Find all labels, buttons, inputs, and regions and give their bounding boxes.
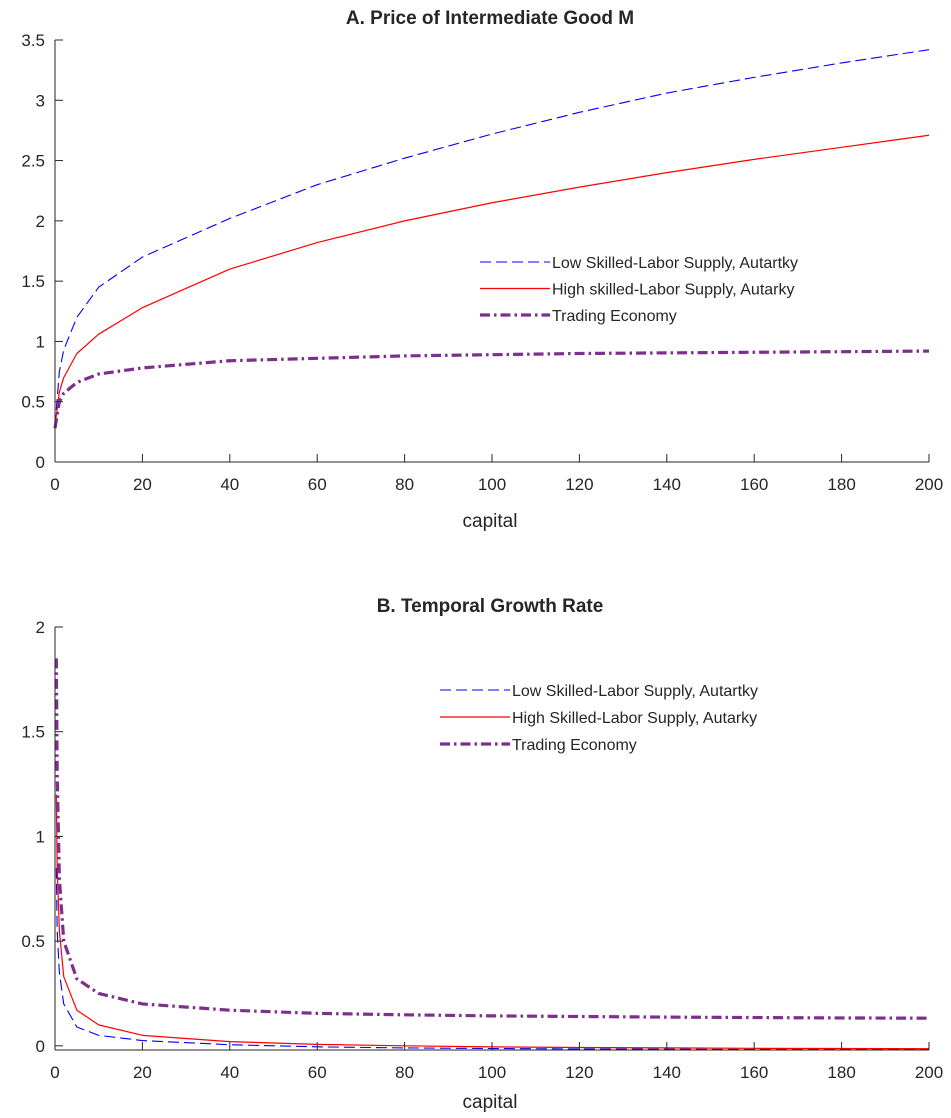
chart-title: A. Price of Intermediate Good M bbox=[346, 8, 634, 29]
y-tick-label: 1 bbox=[36, 332, 45, 351]
series-line bbox=[54, 49, 930, 426]
x-tick-label: 100 bbox=[478, 475, 506, 494]
legend-label: Low Skilled-Labor Supply, Autartky bbox=[552, 255, 798, 272]
y-tick-label: 3.5 bbox=[21, 31, 45, 50]
y-tick-label: 2.5 bbox=[21, 152, 45, 171]
axes bbox=[54, 40, 929, 463]
ticks: 0 20 40 60 80 100 120 140 160 180 200 0 0.5 1 1.5 2 2.5 3… bbox=[21, 31, 943, 494]
chart-panel-b: B. Temporal Growth Rate 0 20 40 60 80 100 120 1… bbox=[21, 596, 943, 1113]
y-tick-label: 0.5 bbox=[21, 932, 45, 951]
x-tick-label: 60 bbox=[308, 1063, 327, 1082]
y-tick-label: 1.5 bbox=[21, 723, 45, 742]
x-tick-label: 80 bbox=[395, 1063, 414, 1082]
x-tick-label: 100 bbox=[478, 1063, 506, 1082]
x-tick-label: 20 bbox=[133, 475, 152, 494]
legend-label: High skilled-Labor Supply, Autarky bbox=[552, 282, 795, 299]
x-tick-label: 200 bbox=[915, 1063, 943, 1082]
y-tick-label: 2 bbox=[36, 618, 45, 637]
chart-panel-a: A. Price of Intermediate Good M 0 20 40 60 8… bbox=[21, 8, 943, 532]
x-tick-label: 140 bbox=[653, 475, 681, 494]
x-tick-label: 160 bbox=[740, 475, 768, 494]
series-line bbox=[54, 134, 930, 426]
ticks: 0 20 40 60 80 100 120 140 160 180 200 0 0.5 1 1.5 2 bbox=[21, 618, 943, 1082]
x-tick-label: 80 bbox=[395, 475, 414, 494]
y-tick-label: 2 bbox=[36, 212, 45, 231]
legend-label: Trading Economy bbox=[552, 308, 677, 325]
x-tick-label: 180 bbox=[827, 1063, 855, 1082]
plot-lines bbox=[54, 658, 930, 1051]
series-line bbox=[55, 794, 930, 1050]
x-tick-label: 40 bbox=[220, 1063, 239, 1082]
chart-title: B. Temporal Growth Rate bbox=[377, 596, 604, 617]
x-axis-label: capital bbox=[463, 511, 518, 532]
x-tick-label: 20 bbox=[133, 1063, 152, 1082]
x-tick-label: 40 bbox=[220, 475, 239, 494]
x-tick-label: 140 bbox=[653, 1063, 681, 1082]
y-tick-label: 0 bbox=[36, 453, 45, 472]
legend-label: Trading Economy bbox=[512, 737, 637, 754]
x-tick-label: 120 bbox=[565, 1063, 593, 1082]
legend: Low Skilled-Labor Supply, Autartky High S… bbox=[440, 683, 758, 754]
series-line bbox=[54, 658, 930, 1020]
x-tick-label: 60 bbox=[308, 475, 327, 494]
legend-label: High Skilled-Labor Supply, Autarky bbox=[512, 710, 757, 727]
series-line bbox=[53, 349, 930, 429]
x-tick-label: 0 bbox=[50, 475, 59, 494]
y-tick-label: 1.5 bbox=[21, 272, 45, 291]
legend: Low Skilled-Labor Supply, Autartky High s… bbox=[480, 255, 798, 325]
x-tick-label: 200 bbox=[915, 475, 943, 494]
x-tick-label: 0 bbox=[50, 1063, 59, 1082]
y-tick-label: 0.5 bbox=[21, 393, 45, 412]
x-axis-label: capital bbox=[463, 1092, 518, 1113]
x-tick-label: 160 bbox=[740, 1063, 768, 1082]
y-tick-label: 0 bbox=[36, 1037, 45, 1056]
series-line bbox=[55, 867, 929, 1051]
y-tick-label: 3 bbox=[36, 91, 45, 110]
x-tick-label: 180 bbox=[827, 475, 855, 494]
x-tick-label: 120 bbox=[565, 475, 593, 494]
plot-lines bbox=[53, 49, 930, 429]
legend-label: Low Skilled-Labor Supply, Autartky bbox=[512, 683, 758, 700]
y-tick-label: 1 bbox=[36, 827, 45, 846]
